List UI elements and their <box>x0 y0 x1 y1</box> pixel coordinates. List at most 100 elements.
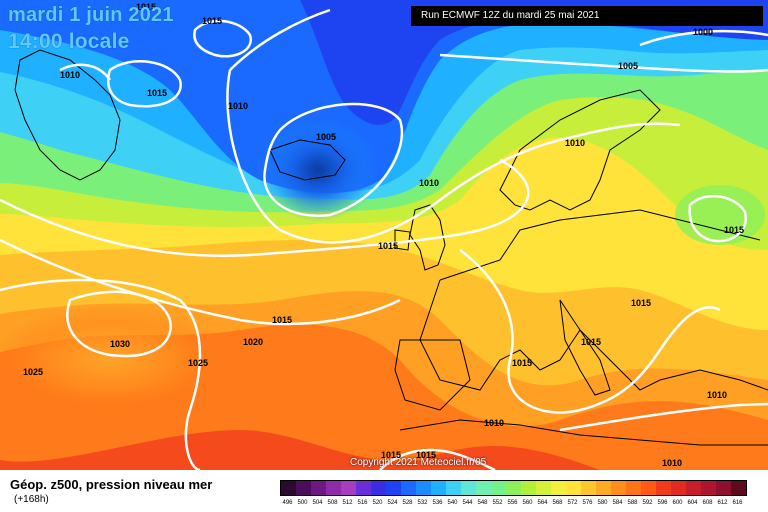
iberia-coast <box>394 339 471 411</box>
legend-swatch <box>371 481 386 495</box>
isobar-1010-main <box>226 8 681 244</box>
legend-tick-label: 540 <box>447 500 458 506</box>
legend-swatch <box>401 481 416 495</box>
legend-tick-label: 532 <box>417 500 428 506</box>
italy-coast <box>559 299 611 396</box>
isobar-label: 1015 <box>381 450 401 460</box>
legend-tick-label: 572 <box>567 500 578 506</box>
legend-swatch <box>326 481 341 495</box>
legend-swatch <box>566 481 581 495</box>
legend-tick-label: 508 <box>327 500 338 506</box>
legend-swatch <box>296 481 311 495</box>
isobar-label: 1015 <box>581 337 601 347</box>
legend-tick-label: 500 <box>297 500 308 506</box>
isobar-lines <box>0 8 768 470</box>
legend-swatch <box>521 481 536 495</box>
legend-title: Géop. z500, pression niveau mer <box>10 477 213 492</box>
legend-swatch <box>656 481 671 495</box>
legend-tick-label: 552 <box>492 500 503 506</box>
lead-time-label: (+168h) <box>14 494 49 505</box>
legend-tick-label: 504 <box>312 500 323 506</box>
geopotential-color-field <box>0 0 768 470</box>
isobar-1015-arc <box>0 158 530 257</box>
legend-tick-label: 588 <box>627 500 638 506</box>
legend-swatch <box>506 481 521 495</box>
isobar-1030 <box>66 290 172 358</box>
isobar-label: 1025 <box>188 358 208 368</box>
isobar-1015-south <box>379 448 496 470</box>
color-scale-bar <box>280 480 747 496</box>
legend-swatch <box>356 481 371 495</box>
isobar-label: 1010 <box>484 418 504 428</box>
isobar-1010-greenland <box>59 63 112 81</box>
isobar-1015-europe <box>459 249 721 414</box>
z500-pressure-map: 1015 1015 1010 1015 1010 1005 1000 1005 … <box>0 0 768 470</box>
legend-swatch <box>716 481 731 495</box>
north-africa-coast <box>399 419 768 446</box>
legend-tick-label: 568 <box>552 500 563 506</box>
legend-tick-label: 596 <box>657 500 668 506</box>
isobar-1000 <box>639 29 768 47</box>
legend-swatch <box>416 481 431 495</box>
legend-tick-label: 604 <box>687 500 698 506</box>
subtropical-high-core <box>0 305 230 415</box>
central-europe-green <box>675 185 765 245</box>
isobar-label: 1015 <box>272 315 292 325</box>
legend-tick-label: 524 <box>387 500 398 506</box>
legend-tick-label: 576 <box>582 500 593 506</box>
scandinavia-coast <box>499 89 661 211</box>
greenland-coast <box>14 49 121 181</box>
isobar-1020 <box>0 238 401 326</box>
isobar-label: 1010 <box>565 138 585 148</box>
legend-swatch <box>641 481 656 495</box>
isobar-label: 1010 <box>228 101 248 111</box>
isobar-1015-top <box>193 19 252 58</box>
isobar-label: 1015 <box>136 2 156 12</box>
legend-tick-label: 584 <box>612 500 623 506</box>
legend-tick-label: 528 <box>402 500 413 506</box>
legend-swatch <box>611 481 626 495</box>
legend-tick-label: 536 <box>432 500 443 506</box>
legend-swatch <box>596 481 611 495</box>
legend-swatch <box>671 481 686 495</box>
legend-tick-label: 612 <box>717 500 728 506</box>
legend-tick-label: 544 <box>462 500 473 506</box>
isobar-1015-greenland <box>106 60 182 108</box>
legend-tick-label: 600 <box>672 500 683 506</box>
forecast-date: mardi 1 juin 2021 <box>8 4 174 26</box>
copyright-notice: Copyright 2021 Meteociel.fr/05 <box>350 457 487 468</box>
iceland-coast <box>269 139 346 181</box>
legend-swatch <box>701 481 716 495</box>
isobar-label: 1015 <box>631 298 651 308</box>
isobar-label: 1025 <box>23 367 43 377</box>
isobar-label: 1030 <box>110 339 130 349</box>
isobar-label: 1010 <box>419 178 439 188</box>
isobar-label: 1010 <box>662 458 682 468</box>
isobar-label: 1015 <box>416 450 436 460</box>
legend-swatch <box>431 481 446 495</box>
isobar-label: 1005 <box>618 61 638 71</box>
isobar-label: 1015 <box>378 241 398 251</box>
legend-tick-label: 564 <box>537 500 548 506</box>
legend-swatch <box>476 481 491 495</box>
legend-swatch <box>461 481 476 495</box>
isobar-1015-east <box>688 194 748 243</box>
legend-swatch <box>626 481 641 495</box>
isobar-1005-low <box>263 102 404 218</box>
legend-swatch <box>446 481 461 495</box>
europe-mainland-coast <box>419 209 768 391</box>
legend-tick-label: 520 <box>372 500 383 506</box>
isobar-label-group: 1015 1015 1010 1015 1010 1005 1000 1005 … <box>23 2 744 468</box>
field-band-arctic-blue <box>300 0 768 125</box>
legend-tick-label: 556 <box>507 500 518 506</box>
legend-swatch <box>536 481 551 495</box>
legend-tick-label: 592 <box>642 500 653 506</box>
legend-swatch <box>386 481 401 495</box>
legend-swatch <box>341 481 356 495</box>
legend-tick-label: 512 <box>342 500 353 506</box>
legend-tick-label: 516 <box>357 500 368 506</box>
isobar-label: 1015 <box>724 225 744 235</box>
legend-swatch <box>551 481 566 495</box>
legend-swatch <box>311 481 326 495</box>
